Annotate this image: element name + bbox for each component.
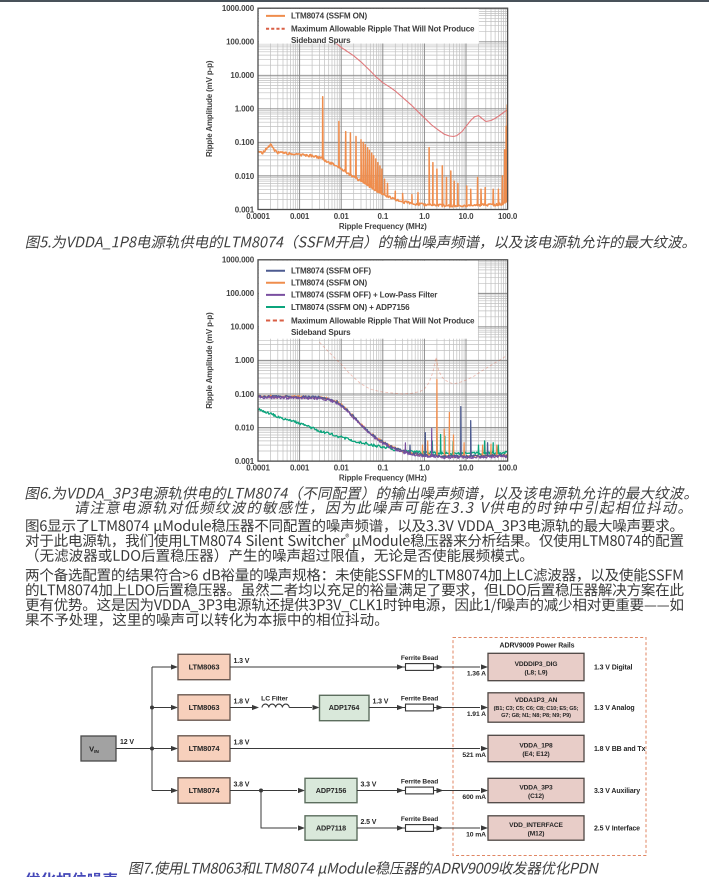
svg-text:100.000: 100.000 [226, 289, 255, 298]
svg-text:Ferrite Bead: Ferrite Bead [401, 696, 438, 703]
svg-text:LTM8074 (SSFM ON) + ADP7156: LTM8074 (SSFM ON) + ADP7156 [291, 303, 410, 312]
svg-text:LTM8074 (SSFM OFF): LTM8074 (SSFM OFF) [291, 267, 371, 276]
svg-text:0.010: 0.010 [235, 423, 255, 432]
svg-text:10.0: 10.0 [459, 464, 475, 473]
svg-text:1.000: 1.000 [235, 356, 255, 365]
svg-text:Sideband Spurs: Sideband Spurs [291, 328, 351, 337]
svg-text:Ripple Frequency (MHz): Ripple Frequency (MHz) [339, 222, 427, 231]
svg-text:VDDDIP3_DIG: VDDDIP3_DIG [515, 661, 558, 668]
svg-text:0.001: 0.001 [235, 457, 255, 466]
svg-text:10.000: 10.000 [230, 323, 254, 332]
svg-text:LTM8063: LTM8063 [189, 703, 220, 712]
svg-text:(L8; L9): (L8; L9) [524, 669, 547, 676]
svg-text:100.0: 100.0 [498, 212, 518, 221]
svg-text:2.5 V Interface: 2.5 V Interface [594, 825, 640, 832]
svg-text:0.1: 0.1 [377, 212, 388, 221]
svg-text:LTM8063: LTM8063 [189, 663, 220, 672]
svg-text:Ripple Amplitude (mV p-p): Ripple Amplitude (mV p-p) [205, 312, 214, 409]
svg-text:(M12): (M12) [528, 830, 545, 837]
svg-text:1000.000: 1000.000 [222, 256, 255, 265]
svg-text:0.001: 0.001 [290, 212, 310, 221]
svg-text:ADP7118: ADP7118 [316, 824, 346, 833]
svg-text:12 V: 12 V [120, 739, 134, 746]
svg-text:0.010: 0.010 [235, 172, 255, 181]
svg-text:Ferrite Bead: Ferrite Bead [401, 779, 438, 786]
svg-text:VDDA_3P3: VDDA_3P3 [519, 784, 553, 791]
svg-text:ADP7156: ADP7156 [316, 786, 347, 795]
svg-text:1000.000: 1000.000 [222, 4, 255, 13]
svg-text:LTM8074 (SSFM OFF) + Low-Pass: LTM8074 (SSFM OFF) + Low-Pass Filter [291, 291, 438, 300]
svg-text:VDD_INTERFACE: VDD_INTERFACE [509, 822, 563, 829]
svg-text:VDDA1P3_AN: VDDA1P3_AN [515, 697, 558, 704]
svg-text:1.8 V: 1.8 V [234, 698, 250, 705]
svg-text:10.0: 10.0 [459, 212, 475, 221]
svg-text:0.01: 0.01 [334, 212, 350, 221]
svg-text:LTM8074 (SSFM ON): LTM8074 (SSFM ON) [291, 12, 367, 21]
svg-text:1.3 V: 1.3 V [373, 698, 389, 705]
svg-text:0.01: 0.01 [334, 464, 350, 473]
svg-text:0.001: 0.001 [290, 464, 310, 473]
svg-text:100.000: 100.000 [226, 38, 255, 47]
svg-text:1.8 V: 1.8 V [234, 739, 250, 746]
svg-text:Ripple Amplitude (mV p-p): Ripple Amplitude (mV p-p) [205, 60, 214, 157]
svg-text:1.3 V Analog: 1.3 V Analog [594, 705, 635, 712]
svg-text:LTM8074: LTM8074 [189, 744, 221, 753]
svg-text:(C12): (C12) [528, 793, 544, 800]
svg-text:Maximum Allowable Ripple That: Maximum Allowable Ripple That Will Not P… [291, 25, 475, 34]
svg-text:600 mA: 600 mA [462, 794, 486, 801]
svg-text:1.91 A: 1.91 A [467, 711, 486, 718]
svg-text:1.36 A: 1.36 A [467, 671, 486, 678]
svg-text:VDDA_1P8: VDDA_1P8 [519, 742, 553, 749]
svg-text:LTM8074: LTM8074 [189, 786, 221, 795]
svg-text:(E4; E12): (E4; E12) [522, 751, 549, 758]
svg-text:Maximum Allowable Ripple That: Maximum Allowable Ripple That Will Not P… [291, 316, 475, 325]
svg-text:Ferrite Bead: Ferrite Bead [401, 816, 438, 823]
svg-text:0.0001: 0.0001 [246, 464, 270, 473]
svg-text:LTM8074 (SSFM ON): LTM8074 (SSFM ON) [291, 279, 367, 288]
svg-text:Sideband Spurs: Sideband Spurs [291, 36, 351, 45]
svg-text:Ripple Frequency (MHz): Ripple Frequency (MHz) [339, 474, 427, 483]
svg-text:0.0001: 0.0001 [246, 212, 270, 221]
svg-text:1.8 V BB and Tx: 1.8 V BB and Tx [594, 746, 646, 753]
svg-text:LC Filter: LC Filter [261, 696, 288, 703]
svg-text:0.1: 0.1 [377, 464, 388, 473]
svg-text:10.000: 10.000 [230, 71, 254, 80]
svg-text:1.3 V Digital: 1.3 V Digital [594, 664, 633, 671]
svg-text:10 mA: 10 mA [466, 832, 486, 839]
svg-text:0.100: 0.100 [235, 390, 255, 399]
svg-text:0.001: 0.001 [235, 205, 255, 214]
svg-text:1.3 V: 1.3 V [234, 658, 250, 665]
svg-text:VIN: VIN [89, 745, 99, 756]
svg-text:3.3 V Auxiliary: 3.3 V Auxiliary [594, 788, 640, 795]
svg-text:2.5 V: 2.5 V [361, 819, 377, 826]
svg-text:G7; G8; N1; N8; P8; N9; P9): G7; G8; N1; N8; P8; N9; P9) [501, 713, 571, 719]
svg-text:ADP1764: ADP1764 [329, 703, 360, 712]
svg-text:1.0: 1.0 [419, 464, 430, 473]
svg-text:(B1; C3; C5; C6; C8; C10; E5;: (B1; C3; C5; C6; C8; C10; E5; G5; [494, 706, 579, 712]
svg-text:3.3 V: 3.3 V [361, 781, 377, 788]
svg-text:0.100: 0.100 [235, 138, 255, 147]
svg-text:Ferrite Bead: Ferrite Bead [401, 655, 438, 662]
svg-text:ADRV9009 Power Rails: ADRV9009 Power Rails [500, 643, 575, 650]
svg-text:100.0: 100.0 [498, 464, 518, 473]
svg-text:521 mA: 521 mA [462, 752, 486, 759]
svg-text:3.8 V: 3.8 V [234, 781, 250, 788]
svg-text:1.0: 1.0 [419, 212, 430, 221]
svg-text:1.000: 1.000 [235, 105, 255, 114]
